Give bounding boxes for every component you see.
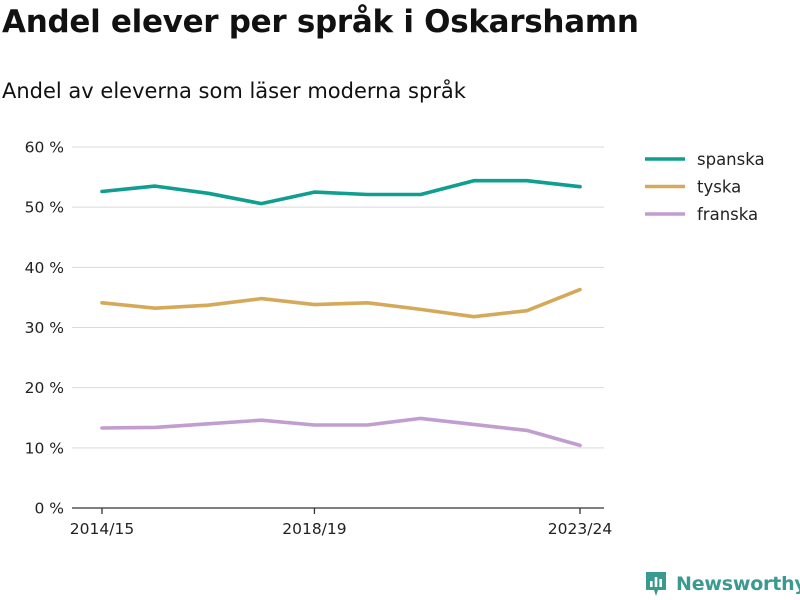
y-tick-label: 10 % — [25, 439, 64, 457]
y-tick-label: 60 % — [25, 139, 64, 157]
chart-subtitle: Andel av eleverna som läser moderna språ… — [2, 79, 466, 103]
brand-name: Newsworthy — [676, 573, 800, 595]
newsworthy-logo[interactable]: Newsworthy — [644, 570, 800, 598]
y-axis-ticks: 0 % 10 % 20 % 30 % 40 % 50 % 60 % — [25, 139, 64, 518]
series-lines — [100, 178, 582, 448]
series-line-spanska — [100, 178, 582, 206]
chart-title: Andel elever per språk i Oskarshamn — [2, 4, 639, 40]
x-tick-label: 2014/15 — [70, 520, 134, 538]
x-tick-label: 2023/24 — [548, 520, 612, 538]
newsworthy-icon — [646, 572, 666, 596]
legend-label-franska: franska — [697, 205, 758, 224]
legend: spanska tyska franska — [645, 150, 765, 224]
legend-label-spanska: spanska — [697, 150, 765, 169]
y-tick-label: 40 % — [25, 259, 64, 277]
y-tick-label: 20 % — [25, 379, 64, 397]
y-tick-label: 50 % — [25, 199, 64, 217]
series-line-tyska — [100, 287, 582, 319]
gridlines — [72, 146, 604, 449]
y-tick-label: 0 % — [34, 500, 64, 518]
y-tick-label: 30 % — [25, 319, 64, 337]
legend-label-tyska: tyska — [697, 178, 741, 197]
x-axis: 2014/15 2018/19 2023/24 — [70, 507, 612, 538]
x-tick-label: 2018/19 — [282, 520, 346, 538]
series-line-franska — [100, 416, 582, 448]
